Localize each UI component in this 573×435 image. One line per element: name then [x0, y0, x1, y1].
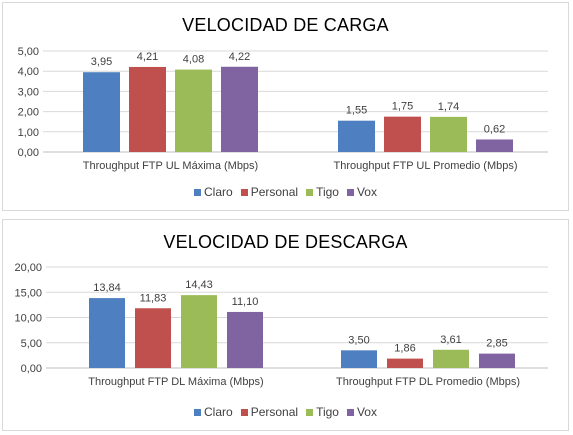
legend-swatch — [306, 408, 314, 416]
bar-personal — [135, 308, 171, 368]
legend-item-vox: Vox — [346, 405, 377, 419]
category-label: Throughput FTP UL Promedio (Mbps) — [333, 160, 517, 172]
bar-vox — [227, 311, 263, 368]
bar-personal — [384, 116, 421, 152]
y-tick-label: 2,00 — [18, 107, 39, 119]
bar-vox — [221, 66, 258, 152]
y-tick-label: 15,00 — [14, 287, 42, 299]
chart-legend: Claro Personal Tigo Vox — [3, 185, 568, 199]
data-label: 3,50 — [348, 334, 369, 346]
legend-label: Personal — [250, 185, 299, 199]
bar-tigo — [430, 116, 467, 152]
y-tick-label: 5,00 — [18, 46, 39, 58]
bar-claro — [338, 120, 375, 152]
legend-item-personal: Personal — [240, 405, 299, 419]
legend-label: Tigo — [316, 405, 339, 419]
legend-label: Personal — [250, 405, 299, 419]
legend-label: Claro — [204, 185, 233, 199]
y-tick-label: 10,00 — [14, 313, 42, 325]
data-label: 4,08 — [183, 54, 204, 66]
chart-legend: Claro Personal Tigo Vox — [3, 405, 568, 419]
bar-vox — [476, 139, 513, 152]
y-tick-label: 0,00 — [18, 147, 39, 159]
category-label: Throughput FTP UL Máxima (Mbps) — [83, 160, 258, 172]
bar-claro — [341, 350, 377, 368]
data-label: 11,10 — [232, 296, 259, 308]
data-label: 3,95 — [91, 56, 112, 68]
bar-claro — [83, 72, 120, 152]
chart-title: VELOCIDAD DE CARGA — [182, 15, 389, 35]
data-label: 3,61 — [440, 334, 461, 346]
legend-label: Claro — [204, 405, 233, 419]
legend-label: Vox — [356, 185, 377, 199]
y-tick-label: 1,00 — [18, 127, 39, 139]
legend-swatch — [346, 188, 354, 196]
y-tick-label: 3,00 — [18, 86, 39, 98]
bar-personal — [387, 358, 423, 368]
bar-tigo — [433, 349, 469, 368]
data-label: 2,85 — [486, 338, 507, 350]
legend-swatch — [194, 188, 201, 196]
data-label: 4,22 — [229, 51, 250, 63]
legend-item-tigo: Tigo — [306, 405, 339, 419]
data-label: 13,84 — [93, 282, 121, 294]
y-tick-label: 20,00 — [14, 262, 42, 274]
legend-item-personal: Personal — [240, 185, 299, 199]
legend-item-claro: Claro — [194, 185, 233, 199]
category-label: Throughput FTP DL Promedio (Mbps) — [336, 376, 520, 388]
y-tick-label: 4,00 — [18, 66, 39, 78]
data-label: 1,74 — [438, 101, 459, 113]
y-tick-label: 5,00 — [21, 338, 42, 350]
chart-title: VELOCIDAD DE DESCARGA — [163, 232, 408, 252]
data-label: 1,75 — [392, 101, 413, 113]
bar-claro — [89, 298, 125, 368]
bar-vox — [479, 353, 515, 368]
upload-speed-chart: VELOCIDAD DE CARGA 0,00 1,00 2,00 3,00 4,00 5… — [2, 2, 569, 211]
y-tick-label: 0,00 — [21, 363, 42, 375]
upload-chart-plot: 0,00 1,00 2,00 3,00 4,00 5,00 3,95 4,21 4,08 4,22… — [18, 46, 548, 172]
legend-item-vox: Vox — [346, 185, 377, 199]
legend-swatch — [194, 408, 201, 416]
category-label: Throughput FTP DL Máxima (Mbps) — [88, 376, 263, 388]
legend-label: Vox — [356, 405, 377, 419]
download-chart-plot: 0,00 5,00 10,00 15,00 20,00 13,84 11,83 14,43 11… — [14, 262, 548, 388]
bar-tigo — [181, 295, 217, 368]
download-speed-chart: VELOCIDAD DE DESCARGA 0,00 5,00 10,00 15,00… — [2, 219, 569, 431]
data-label: 11,83 — [140, 292, 167, 304]
legend-swatch — [306, 188, 314, 196]
data-label: 0,62 — [484, 123, 505, 135]
data-label: 1,55 — [346, 105, 367, 117]
bar-personal — [129, 66, 166, 152]
data-label: 4,21 — [137, 51, 158, 63]
bar-tigo — [175, 69, 212, 152]
data-label: 1,86 — [394, 343, 415, 355]
data-label: 14,43 — [185, 279, 213, 291]
legend-swatch — [240, 408, 248, 416]
legend-swatch — [240, 188, 248, 196]
legend-label: Tigo — [316, 185, 339, 199]
legend-swatch — [346, 408, 354, 416]
legend-item-claro: Claro — [194, 405, 233, 419]
legend-item-tigo: Tigo — [306, 185, 339, 199]
